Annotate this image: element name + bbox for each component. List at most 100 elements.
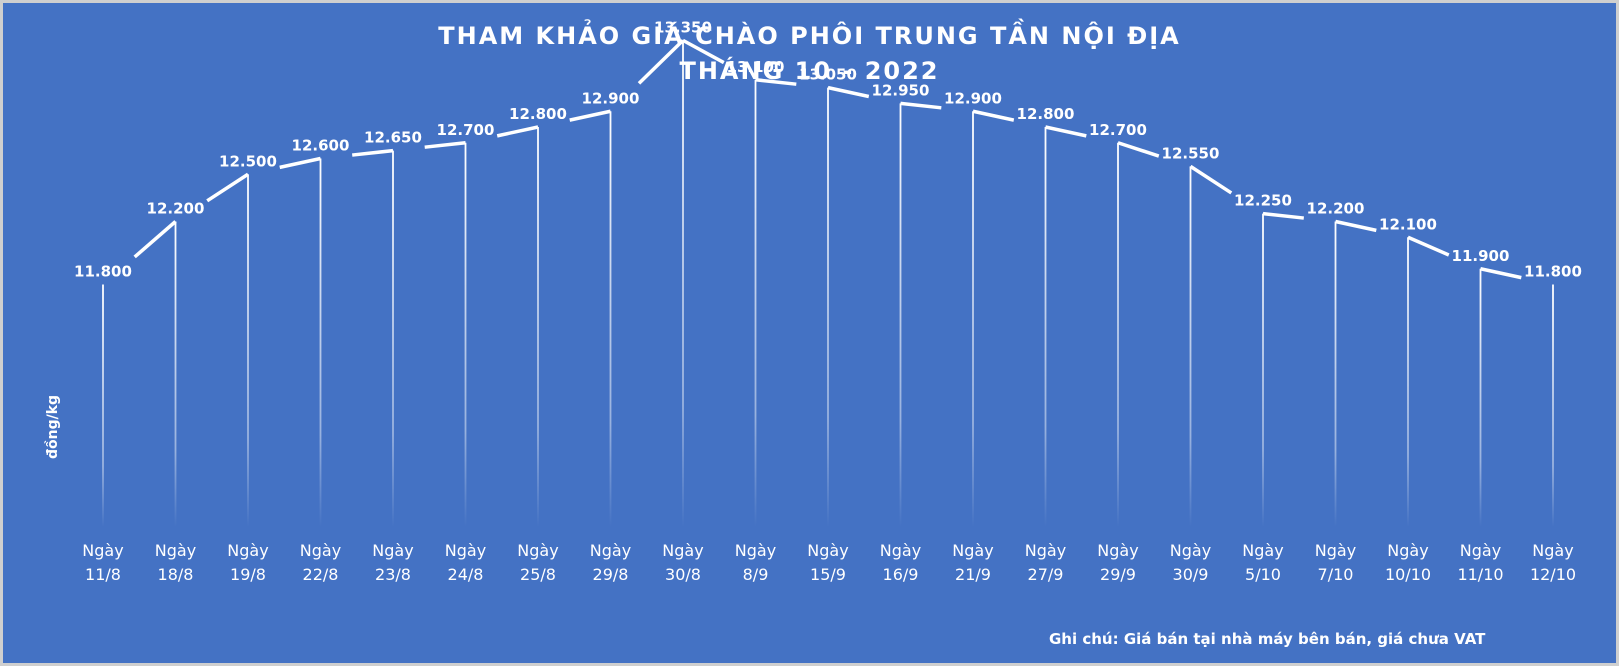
- series-line-segment: [352, 148, 394, 157]
- data-label: 12.100: [1379, 215, 1437, 233]
- x-tick-label: 30/9: [1173, 565, 1209, 584]
- x-tick-label: 23/8: [375, 565, 411, 584]
- x-tick-label: 11/8: [85, 565, 121, 584]
- data-label: 13.350: [654, 18, 712, 36]
- series-line-segment: [424, 141, 466, 149]
- series-line-segment: [1407, 235, 1450, 257]
- x-tick-label: Ngày: [590, 541, 631, 560]
- x-tick-label: 22/8: [303, 565, 339, 584]
- x-tick-label: Ngày: [1242, 541, 1283, 560]
- series-line-segment: [755, 78, 797, 86]
- series-line-segment: [1480, 267, 1522, 280]
- drop-line: [827, 87, 829, 527]
- x-tick-label: Ngày: [1532, 541, 1573, 560]
- x-tick-label: 29/8: [593, 565, 629, 584]
- series-line-segment: [1117, 141, 1160, 158]
- series-line-segment: [1335, 219, 1377, 233]
- drop-line: [247, 174, 249, 527]
- x-tick-label: 24/8: [448, 565, 484, 584]
- data-label: 12.800: [509, 105, 567, 123]
- x-tick-label: 21/9: [955, 565, 991, 584]
- x-tick-label: 19/8: [230, 565, 266, 584]
- x-tick-label: Ngày: [1025, 541, 1066, 560]
- chart-title: THAM KHẢO GIÁ CHÀO PHÔI TRUNG TẦN NỘI ĐỊ…: [438, 22, 1181, 50]
- x-tick-label: 5/10: [1245, 565, 1281, 584]
- series-line-segment: [1189, 164, 1233, 195]
- data-label: 12.200: [147, 200, 205, 218]
- drop-line: [392, 150, 394, 527]
- x-tick-label: 18/8: [158, 565, 194, 584]
- drop-line: [1552, 284, 1554, 527]
- data-label: 12.650: [364, 129, 422, 147]
- x-tick-label: 15/9: [810, 565, 846, 584]
- drop-line: [1479, 268, 1482, 527]
- x-tick-label: Ngày: [1387, 541, 1428, 560]
- x-tick-label: 11/10: [1457, 565, 1503, 584]
- data-label: 12.500: [219, 152, 277, 170]
- data-label: 12.600: [292, 137, 350, 155]
- x-tick-label: Ngày: [952, 541, 993, 560]
- drop-line: [972, 111, 974, 527]
- data-label: 12.900: [582, 89, 640, 107]
- series-line-segment: [682, 38, 725, 65]
- drop-line: [319, 158, 322, 527]
- x-tick-label: 8/9: [743, 565, 769, 584]
- x-tick-label: Ngày: [735, 541, 776, 560]
- x-tick-label: 25/8: [520, 565, 556, 584]
- drop-line: [464, 142, 467, 527]
- drop-line: [682, 40, 684, 527]
- drop-line: [1407, 237, 1409, 527]
- x-tick-label: Ngày: [227, 541, 268, 560]
- series-line-segment: [1045, 125, 1087, 138]
- data-label: 12.700: [437, 121, 495, 139]
- data-label: 12.250: [1234, 192, 1292, 210]
- x-tick-label: 12/10: [1530, 565, 1576, 584]
- drop-line: [754, 79, 757, 527]
- data-label: 12.200: [1307, 200, 1365, 218]
- series-line-segment: [133, 220, 177, 259]
- x-tick-label: 16/9: [883, 565, 919, 584]
- data-label: 11.900: [1452, 247, 1510, 265]
- drop-line: [1117, 142, 1119, 527]
- x-tick-label: 29/9: [1100, 565, 1136, 584]
- x-tick-label: Ngày: [807, 541, 848, 560]
- drop-line: [1262, 213, 1264, 527]
- drop-line: [899, 103, 902, 527]
- data-label: 11.800: [74, 263, 132, 281]
- series-line-segment: [637, 39, 685, 85]
- drop-line: [1189, 166, 1192, 527]
- x-tick-label: Ngày: [155, 541, 196, 560]
- drop-line: [609, 111, 612, 527]
- series-line-segment: [900, 101, 942, 110]
- x-tick-label: 27/9: [1028, 565, 1064, 584]
- data-label: 12.950: [872, 81, 930, 99]
- x-tick-label: Ngày: [372, 541, 413, 560]
- x-tick-label: Ngày: [662, 541, 703, 560]
- series-line-segment: [1262, 211, 1304, 220]
- x-tick-label: Ngày: [1460, 541, 1501, 560]
- x-tick-label: 10/10: [1385, 565, 1431, 584]
- data-label: 11.800: [1524, 263, 1582, 281]
- series-line-segment: [279, 156, 321, 170]
- series-line-segment: [496, 125, 539, 138]
- data-label: 12.550: [1162, 144, 1220, 162]
- drop-line: [1044, 127, 1047, 527]
- drop-line: [102, 284, 104, 527]
- series-line-segment: [569, 109, 611, 122]
- drop-line: [537, 127, 539, 527]
- data-label: 12.700: [1089, 121, 1147, 139]
- x-tick-label: Ngày: [445, 541, 486, 560]
- series-line-segment: [827, 85, 870, 99]
- x-tick-label: Ngày: [1097, 541, 1138, 560]
- series-line-segment: [972, 109, 1015, 122]
- data-label: 12.900: [944, 89, 1002, 107]
- x-tick-label: Ngày: [300, 541, 341, 560]
- drop-line: [1334, 221, 1337, 527]
- drop-line: [174, 221, 177, 527]
- data-label: 13.100: [727, 58, 785, 76]
- x-tick-label: Ngày: [82, 541, 123, 560]
- chart-note: Ghi chú: Giá bán tại nhà máy bên bán, gi…: [1049, 630, 1486, 648]
- x-tick-label: 7/10: [1318, 565, 1354, 584]
